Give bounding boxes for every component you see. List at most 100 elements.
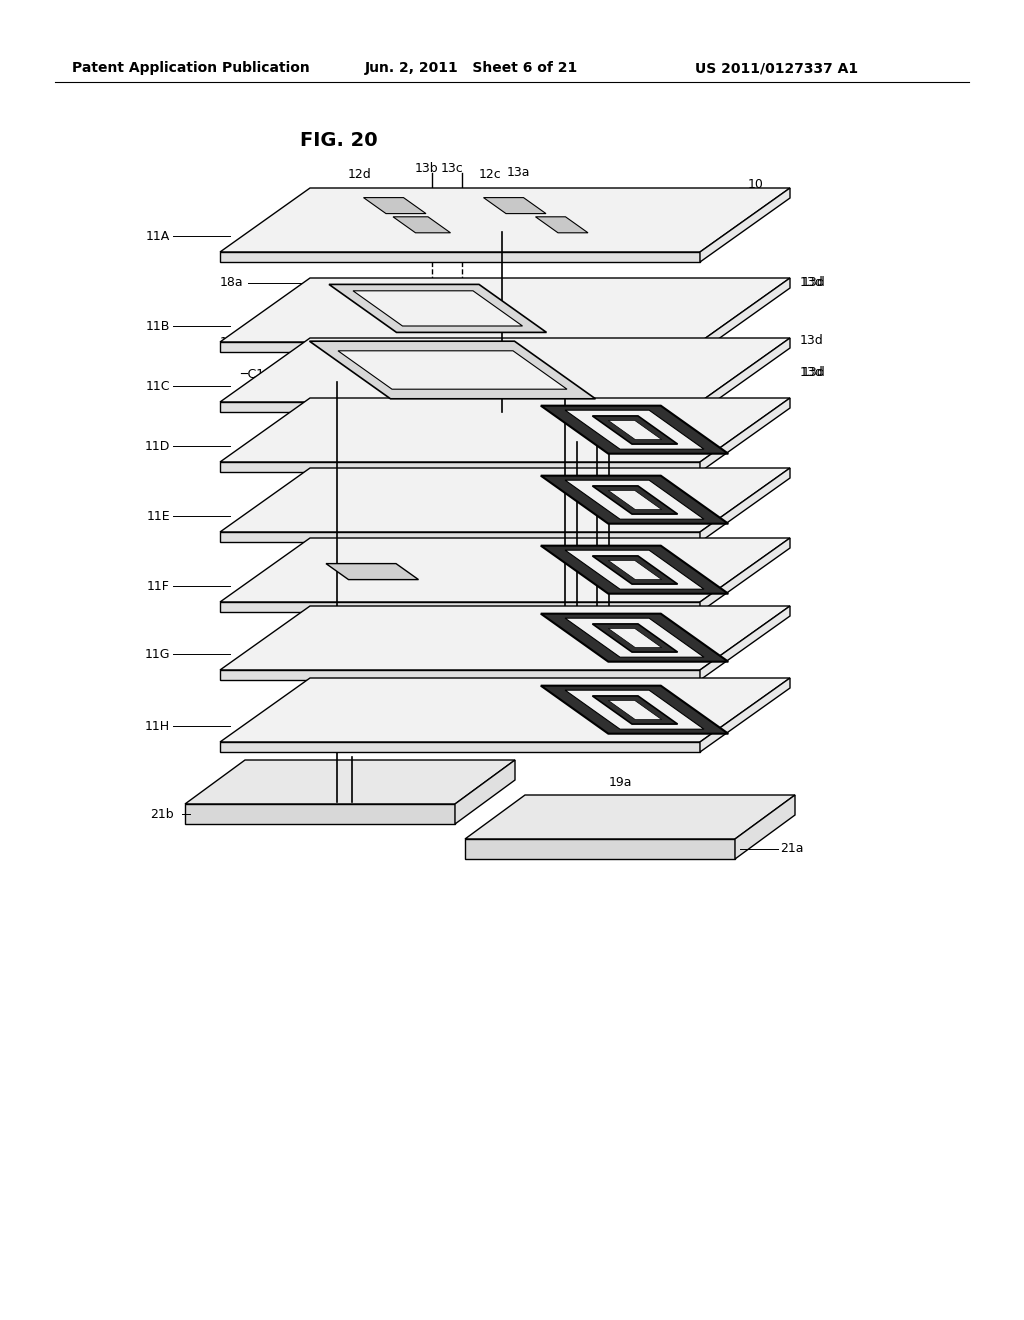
- Polygon shape: [608, 701, 662, 719]
- Text: 11H: 11H: [144, 719, 170, 733]
- Polygon shape: [541, 405, 728, 454]
- Polygon shape: [541, 545, 728, 594]
- Polygon shape: [541, 475, 728, 524]
- Polygon shape: [220, 671, 700, 680]
- Text: 11E: 11E: [146, 510, 170, 523]
- Text: Jun. 2, 2011   Sheet 6 of 21: Jun. 2, 2011 Sheet 6 of 21: [365, 61, 579, 75]
- Polygon shape: [700, 539, 790, 612]
- Polygon shape: [364, 198, 426, 214]
- Text: 13f: 13f: [314, 379, 335, 392]
- Polygon shape: [608, 491, 662, 510]
- Text: 13c: 13c: [440, 161, 464, 174]
- Text: 14g: 14g: [618, 711, 643, 725]
- Text: 11A: 11A: [145, 230, 170, 243]
- Text: ─C1: ─C1: [240, 368, 264, 381]
- Text: 14a: 14a: [557, 416, 581, 429]
- Text: 11C: 11C: [145, 380, 170, 392]
- Polygon shape: [593, 624, 678, 652]
- Text: 13e: 13e: [568, 379, 592, 392]
- Text: 16b (L2): 16b (L2): [673, 651, 722, 663]
- Polygon shape: [593, 556, 678, 583]
- Polygon shape: [220, 602, 700, 612]
- Text: 12b: 12b: [393, 194, 417, 207]
- Text: 13e: 13e: [568, 711, 592, 725]
- Text: 13e: 13e: [568, 644, 592, 656]
- Polygon shape: [220, 606, 790, 671]
- Text: 11G: 11G: [144, 648, 170, 660]
- Polygon shape: [393, 216, 451, 232]
- Polygon shape: [185, 804, 455, 824]
- Polygon shape: [536, 216, 588, 232]
- Text: 11F: 11F: [147, 579, 170, 593]
- Polygon shape: [220, 742, 700, 752]
- Text: 14d: 14d: [618, 401, 643, 414]
- Text: 16a (L1): 16a (L1): [673, 403, 722, 416]
- Text: 13a: 13a: [507, 165, 530, 178]
- Polygon shape: [329, 284, 547, 333]
- Text: 13d: 13d: [802, 366, 825, 379]
- Text: 13f: 13f: [314, 718, 335, 731]
- Polygon shape: [483, 198, 546, 214]
- Text: 16b (L2): 16b (L2): [673, 512, 722, 525]
- Polygon shape: [541, 614, 728, 661]
- Polygon shape: [220, 678, 790, 742]
- Text: 15b: 15b: [560, 346, 585, 359]
- Polygon shape: [309, 341, 596, 399]
- Polygon shape: [608, 420, 662, 440]
- Polygon shape: [220, 539, 790, 602]
- Text: 13d: 13d: [802, 276, 825, 289]
- Text: 13f: 13f: [314, 438, 335, 451]
- Text: 15a: 15a: [686, 289, 710, 301]
- Polygon shape: [220, 252, 700, 261]
- Text: FIG. 20: FIG. 20: [300, 131, 378, 149]
- Text: 13b: 13b: [415, 161, 438, 174]
- Polygon shape: [220, 532, 700, 543]
- Text: 11B: 11B: [145, 319, 170, 333]
- Text: 13d: 13d: [800, 367, 823, 380]
- Text: 13f: 13f: [314, 508, 335, 521]
- Text: 17: 17: [342, 549, 357, 562]
- Polygon shape: [565, 618, 705, 657]
- Polygon shape: [565, 480, 705, 519]
- Polygon shape: [353, 290, 522, 326]
- Polygon shape: [700, 469, 790, 543]
- Polygon shape: [220, 403, 700, 412]
- Text: 14f: 14f: [567, 556, 587, 569]
- Polygon shape: [338, 351, 567, 389]
- Text: 12c: 12c: [478, 169, 502, 181]
- Polygon shape: [700, 279, 790, 352]
- Text: 19a: 19a: [608, 776, 632, 789]
- Text: 16a (L1): 16a (L1): [673, 610, 722, 623]
- Text: US 2011/0127337 A1: US 2011/0127337 A1: [695, 61, 858, 75]
- Text: 10: 10: [748, 178, 764, 191]
- Polygon shape: [185, 760, 515, 804]
- Text: 19b: 19b: [338, 742, 361, 755]
- Text: Patent Application Publication: Patent Application Publication: [72, 61, 309, 75]
- Text: 13e: 13e: [568, 576, 592, 589]
- Polygon shape: [220, 399, 790, 462]
- Polygon shape: [735, 795, 795, 859]
- Text: 16a (L1): 16a (L1): [673, 682, 722, 696]
- Text: 13f: 13f: [314, 578, 335, 591]
- Text: 16b (L2): 16b (L2): [673, 722, 722, 735]
- Text: 14e: 14e: [597, 499, 621, 511]
- Text: 12a: 12a: [545, 194, 568, 207]
- Text: 15a: 15a: [640, 289, 664, 301]
- Text: 15b: 15b: [551, 347, 575, 360]
- Polygon shape: [465, 840, 735, 859]
- Text: 14a: 14a: [557, 486, 581, 499]
- Polygon shape: [326, 564, 419, 579]
- Text: 16b (L2): 16b (L2): [673, 582, 722, 595]
- Polygon shape: [700, 187, 790, 261]
- Text: 13d: 13d: [800, 276, 823, 289]
- Polygon shape: [455, 760, 515, 824]
- Text: 13d: 13d: [800, 334, 823, 346]
- Text: 16a (L1): 16a (L1): [673, 543, 722, 556]
- Polygon shape: [220, 342, 700, 352]
- Polygon shape: [220, 469, 790, 532]
- Text: 21a: 21a: [780, 842, 804, 855]
- Text: 21b: 21b: [150, 808, 174, 821]
- Text: 13f: 13f: [314, 785, 335, 799]
- Polygon shape: [700, 338, 790, 412]
- Text: 16a (L1): 16a (L1): [673, 473, 722, 486]
